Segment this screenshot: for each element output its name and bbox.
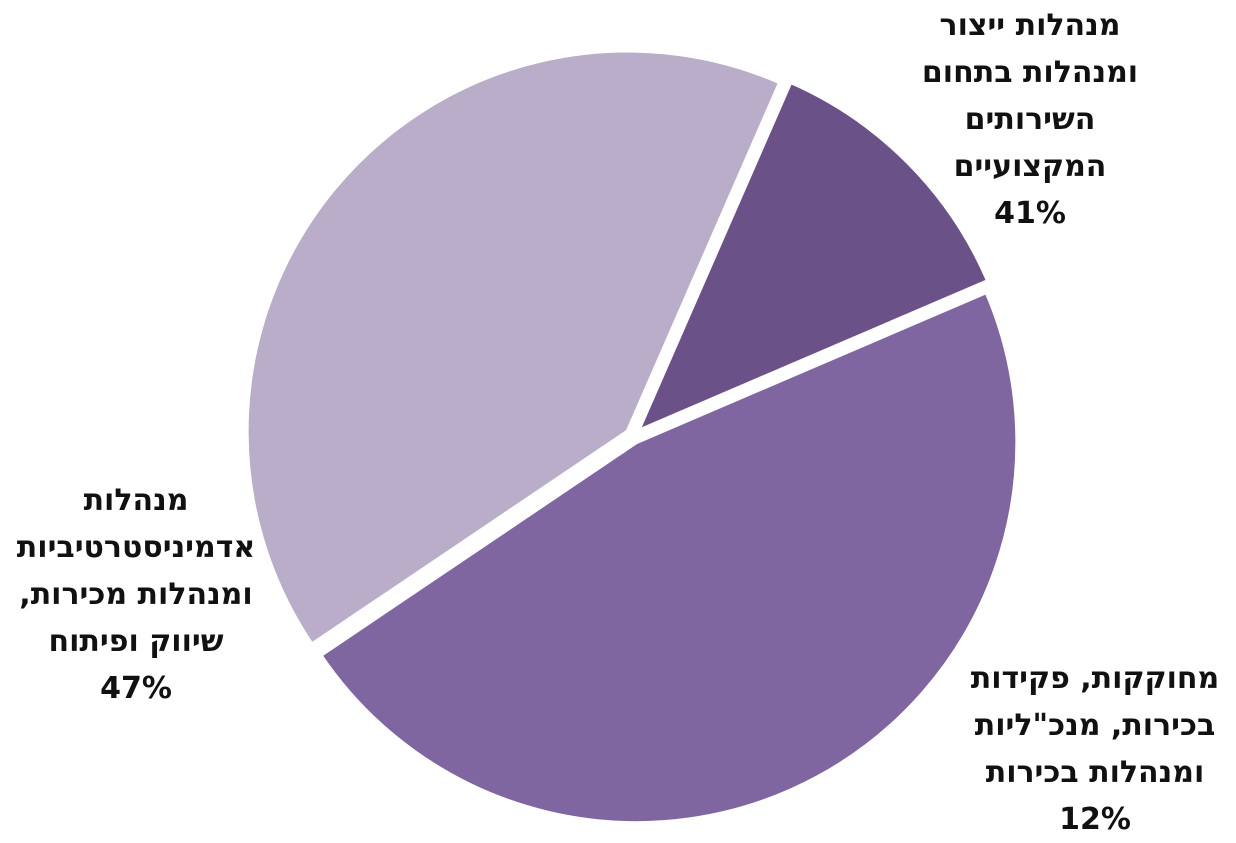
label-line: מנהלות ייצור: [939, 8, 1121, 43]
slice-label-administrative-managers: מנהלות אדמיניסטרטיביות ומנהלות מכירות, ש…: [2, 477, 270, 712]
pie-slice-senior-officials: [634, 79, 991, 435]
label-line: המקצועיים: [953, 149, 1107, 184]
slice-label-senior-officials: מחוקקות, פקידות בכירות, מנכ"ליות ומנהלות…: [960, 655, 1230, 843]
pie-slice-administrative-managers: [317, 289, 1020, 825]
label-line: שיווק ופיתוח: [48, 624, 224, 659]
label-line: השירותים: [964, 102, 1096, 137]
label-line: מחוקקות, פקידות: [970, 661, 1220, 696]
label-line: ומנהלות בכירות: [985, 755, 1205, 790]
pie-chart: [244, 48, 1020, 825]
label-line: אדמיניסטרטיביות: [16, 530, 256, 565]
percent-label: 47%: [100, 671, 172, 706]
label-line: ומנהלות בתחום: [921, 55, 1139, 90]
label-line: ומנהלות מכירות,: [19, 577, 253, 612]
percent-label: 41%: [994, 196, 1066, 231]
pie-slice-production-managers: [244, 48, 783, 648]
label-line: בכירות, מנכ"ליות: [974, 708, 1216, 743]
percent-label: 12%: [1059, 802, 1131, 837]
slice-label-production-managers: מנהלות ייצור ומנהלות בתחום השירותים המקצ…: [905, 2, 1155, 237]
label-line: מנהלות: [83, 483, 189, 518]
